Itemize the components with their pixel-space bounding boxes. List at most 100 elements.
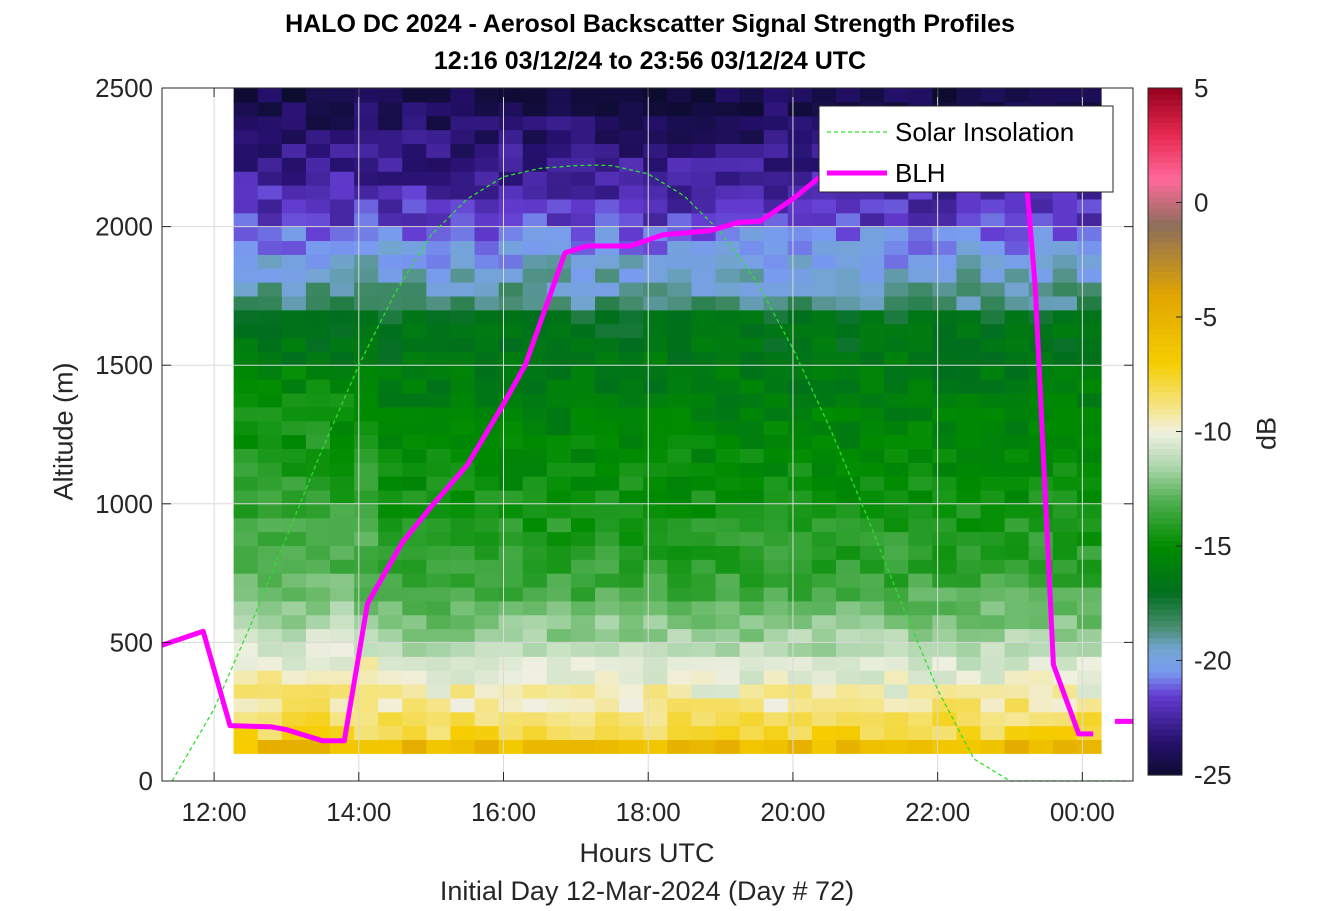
heatmap-cell (1004, 198, 1030, 214)
heatmap-cell (354, 697, 379, 713)
heatmap-cell (474, 517, 500, 533)
heatmap-cell (233, 268, 259, 283)
heatmap-cell (908, 656, 933, 671)
heatmap-cell (450, 185, 476, 200)
heatmap-cell (884, 254, 909, 269)
heatmap-cell (354, 309, 379, 325)
colorbar-segment (1148, 420, 1182, 427)
heatmap-cell (330, 531, 355, 546)
heatmap-cell (619, 282, 644, 297)
heatmap-cell (402, 711, 427, 727)
heatmap-cell (1076, 406, 1102, 422)
heatmap-cell (932, 531, 958, 546)
heatmap-cell (811, 88, 837, 103)
heatmap-cell (763, 406, 789, 422)
heatmap-cell (908, 365, 933, 380)
heatmap-cell (739, 88, 765, 103)
x-tick-label: 18:00 (616, 797, 681, 827)
heatmap-cell (257, 420, 283, 436)
colorbar-segment (1148, 133, 1182, 141)
heatmap-cell (643, 739, 668, 754)
heatmap-cell (860, 586, 885, 602)
heatmap-cell (691, 198, 717, 214)
heatmap-cell (305, 240, 331, 255)
heatmap-cell (305, 379, 331, 394)
colorbar-segment (1148, 271, 1182, 278)
heatmap-cell (643, 600, 668, 616)
heatmap-cell (402, 337, 427, 352)
heatmap-cell (811, 392, 837, 408)
heatmap-cell (595, 573, 620, 588)
heatmap-cell (1052, 337, 1078, 352)
colorbar-segment (1148, 254, 1182, 261)
colorbar-segment (1148, 471, 1182, 478)
colorbar-segment (1148, 368, 1182, 375)
heatmap-cell (619, 323, 644, 339)
heatmap-cell (257, 739, 283, 754)
colorbar-segment (1148, 712, 1182, 719)
heatmap-cell (1028, 670, 1054, 685)
heatmap-cell (522, 656, 548, 671)
heatmap-cell (667, 295, 693, 311)
heatmap-cell (570, 725, 596, 741)
heatmap-cell (956, 379, 982, 394)
heatmap-cell (739, 642, 765, 657)
heatmap-cell (980, 683, 1006, 699)
heatmap-cell (281, 586, 307, 602)
heatmap-cell (739, 198, 765, 214)
heatmap-cell (619, 503, 644, 519)
colorbar-segment (1148, 734, 1182, 742)
heatmap-cell (546, 406, 572, 422)
heatmap-cell (643, 101, 668, 117)
heatmap-cell (522, 282, 548, 297)
heatmap-cell (884, 88, 909, 103)
heatmap-cell (474, 545, 500, 560)
heatmap-cell (570, 309, 596, 325)
heatmap-cell (1004, 420, 1030, 436)
heatmap-cell (884, 448, 909, 463)
heatmap-cell (450, 559, 476, 574)
heatmap-cell (619, 697, 644, 713)
heatmap-cell (522, 559, 548, 574)
heatmap-cell (643, 489, 668, 505)
heatmap-cell (739, 531, 765, 546)
heatmap-cell (522, 143, 548, 158)
heatmap-cell (763, 129, 789, 145)
heatmap-cell (787, 129, 813, 145)
heatmap-cell (546, 323, 572, 339)
heatmap-cell (1076, 226, 1102, 242)
heatmap-cell (1052, 406, 1078, 422)
heatmap-cell (474, 503, 500, 519)
heatmap-cell (305, 129, 331, 145)
heatmap-cell (956, 198, 982, 214)
heatmap-cell (305, 489, 331, 505)
heatmap-cell (570, 365, 596, 380)
heatmap-cell (643, 379, 668, 394)
heatmap-cell (787, 545, 813, 560)
heatmap-cell (980, 725, 1006, 741)
heatmap-cell (330, 462, 355, 477)
heatmap-cell (330, 143, 355, 158)
heatmap-cell (1052, 545, 1078, 560)
heatmap-cell (787, 462, 813, 477)
colorbar-segment (1148, 351, 1182, 358)
heatmap-cell (378, 365, 403, 380)
heatmap-cell (619, 309, 644, 325)
heatmap-cell (570, 683, 596, 699)
heatmap-cell (378, 171, 403, 186)
heatmap-cell (257, 559, 283, 574)
heatmap-cell (498, 531, 524, 546)
heatmap-cell (281, 337, 307, 352)
heatmap-cell (570, 379, 596, 394)
heatmap-cell (619, 88, 644, 103)
heatmap-cell (257, 683, 283, 699)
heatmap-cell (570, 295, 596, 311)
heatmap-cell (667, 711, 693, 727)
heatmap-cell (691, 683, 717, 699)
heatmap-cell (787, 143, 813, 158)
heatmap-cell (474, 115, 500, 131)
heatmap-cell (908, 559, 933, 574)
heatmap-cell (522, 476, 548, 491)
heatmap-cell (835, 517, 861, 533)
